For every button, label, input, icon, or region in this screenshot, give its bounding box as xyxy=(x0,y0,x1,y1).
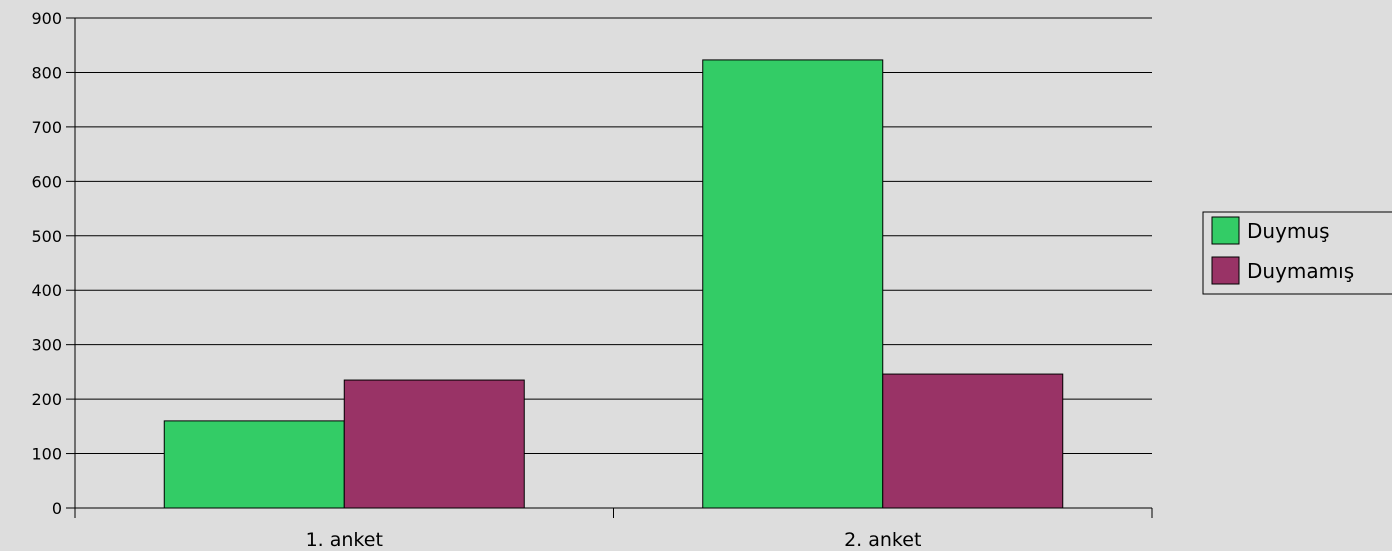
y-tick-label-400: 400 xyxy=(31,281,62,300)
legend-swatch-duymus xyxy=(1211,216,1240,245)
y-tick-label-800: 800 xyxy=(31,63,62,82)
y-tick-label-900: 900 xyxy=(31,9,62,28)
legend: Duymuş Duymamış xyxy=(1202,211,1392,295)
y-tick-label-300: 300 xyxy=(31,336,62,355)
x-axis-ticks: 1. anket 2. anket xyxy=(74,508,1153,551)
y-tick-label-500: 500 xyxy=(31,227,62,246)
bars xyxy=(163,59,1064,509)
legend-label-duymus: Duymuş xyxy=(1247,219,1330,243)
y-tick-label-0: 0 xyxy=(52,499,62,518)
bar-duymus-1 xyxy=(163,420,345,509)
legend-label-duymamis: Duymamış xyxy=(1247,259,1354,283)
grid-lines xyxy=(75,17,1152,455)
y-axis-ticks: 0 100 200 300 400 500 600 700 800 900 xyxy=(31,9,75,518)
bar-duymamis-1 xyxy=(343,379,525,509)
y-tick-label-100: 100 xyxy=(31,445,62,464)
legend-swatch-duymamis xyxy=(1211,256,1240,285)
bar-duymus-2 xyxy=(702,59,884,509)
y-tick-label-700: 700 xyxy=(31,118,62,137)
y-tick-label-600: 600 xyxy=(31,172,62,191)
bar-duymamis-2 xyxy=(882,373,1064,509)
y-tick-label-200: 200 xyxy=(31,390,62,409)
x-tick-label-1: 1. anket xyxy=(306,529,383,551)
x-tick-label-2: 2. anket xyxy=(844,529,921,551)
